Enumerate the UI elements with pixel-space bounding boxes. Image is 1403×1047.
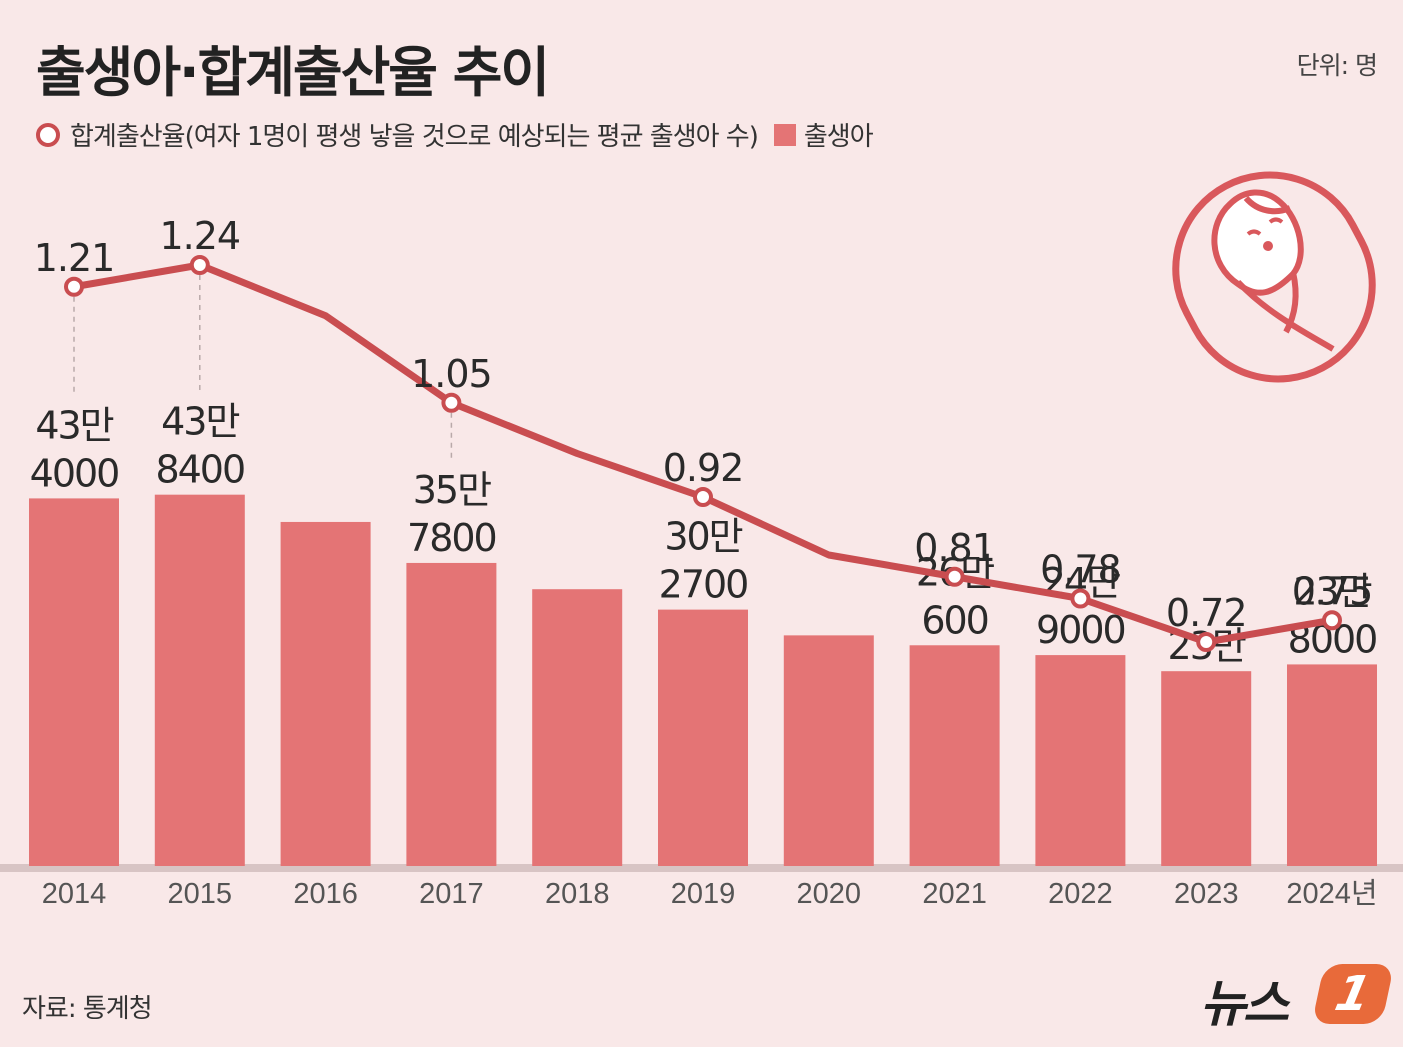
baby-icon	[1172, 171, 1376, 383]
rate-value-label: 0.72	[1166, 591, 1247, 635]
bar-2023	[1161, 671, 1252, 866]
baseline	[0, 864, 1403, 872]
chart-title: 출생아·합계출산율 추이	[36, 41, 550, 104]
bar-2022	[1035, 655, 1126, 866]
news1-logo: 뉴스 1	[1200, 962, 1396, 1033]
rate-point	[189, 255, 210, 275]
rate-point	[693, 487, 713, 507]
rate-value-label: 0.75	[1292, 569, 1373, 613]
bar-2021	[909, 645, 1000, 866]
x-tick-label: 2022	[1048, 878, 1113, 910]
logo-badge: 1	[1311, 964, 1395, 1024]
bar-2015	[154, 494, 245, 866]
unit-label: 단위: 명	[1296, 51, 1378, 80]
logo-text: 뉴스	[1200, 975, 1289, 1033]
bar-value-label: 43만	[35, 403, 113, 447]
legend-bar-marker	[773, 123, 796, 146]
x-tick-label: 2015	[168, 878, 233, 910]
bar-2024년	[1287, 664, 1377, 866]
bar-value-label: 7800	[407, 516, 496, 560]
bar-2019	[658, 609, 748, 866]
x-tick-label: 2018	[545, 878, 610, 910]
legend-bar-label: 출생아	[803, 122, 874, 152]
rate-value-label: 1.24	[159, 214, 240, 258]
rate-point	[1322, 610, 1342, 631]
bar-2018	[532, 589, 623, 866]
bar-2020	[783, 635, 874, 866]
legend-line-label: 합계출산율(여자 1명이 평생 낳을 것으로 예상되는 평균 출생아 수)	[70, 122, 759, 152]
bar-value-label: 4000	[30, 451, 119, 495]
x-tick-label: 2021	[922, 878, 987, 910]
bar-value-label: 2700	[659, 563, 748, 607]
bar-value-label: 35만	[413, 468, 491, 512]
bar-value-label: 9000	[1036, 608, 1125, 652]
rate-value-label: 1.21	[34, 236, 115, 280]
x-tick-label: 2016	[293, 878, 358, 910]
rate-value-label: 0.92	[663, 446, 744, 490]
rate-point	[441, 392, 462, 413]
legend-line-marker	[36, 122, 60, 147]
bar-2016	[280, 521, 371, 866]
source-label: 자료: 통계청	[22, 994, 153, 1024]
rate-value-label: 0.78	[1040, 548, 1121, 592]
bar-2014	[29, 498, 119, 866]
rate-point	[64, 276, 84, 297]
bar-2017	[406, 562, 497, 866]
bar-value-label: 8400	[155, 448, 244, 492]
x-tick-label: 2023	[1174, 878, 1239, 910]
x-tick-label: 2017	[419, 878, 484, 910]
rate-point	[1196, 632, 1217, 652]
rate-value-label: 1.05	[411, 352, 492, 396]
rate-point	[1070, 588, 1091, 609]
bar-value-label: 600	[921, 598, 988, 642]
legend: 합계출산율(여자 1명이 평생 낳을 것으로 예상되는 평균 출생아 수) 출생…	[36, 116, 874, 153]
x-tick-label: 2019	[671, 878, 736, 910]
x-tick-label: 2014	[42, 878, 107, 910]
bar-value-label: 23만	[1293, 569, 1371, 613]
rate-value-label: 0.81	[914, 526, 995, 570]
x-tick-label: 2020	[797, 878, 862, 910]
bar-value-label: 43만	[161, 400, 239, 444]
x-tick-label: 2024년	[1286, 878, 1377, 910]
rate-point	[944, 566, 965, 587]
bar-value-label: 30만	[664, 515, 742, 559]
